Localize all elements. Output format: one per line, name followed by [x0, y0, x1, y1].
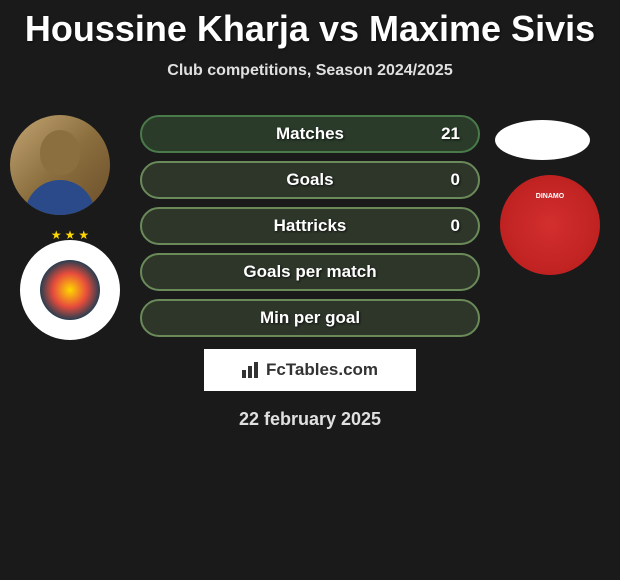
stat-bars: Matches 21 Goals 0 Hattricks 0 Goals per… — [140, 115, 480, 337]
stat-label: Hattricks — [274, 216, 347, 236]
stat-bar-min-per-goal: Min per goal — [140, 299, 480, 337]
stat-bar-goals-per-match: Goals per match — [140, 253, 480, 291]
club-crest-right: DINAMO — [515, 190, 585, 260]
stat-bar-hattricks: Hattricks 0 — [140, 207, 480, 245]
club-badge-text: DINAMO — [536, 193, 564, 200]
subtitle: Club competitions, Season 2024/2025 — [0, 62, 620, 80]
club-badge-right: DINAMO — [500, 175, 600, 275]
star-icon: ★ — [78, 228, 89, 242]
stat-value: 0 — [451, 170, 460, 190]
player-photo-right — [495, 120, 590, 160]
player-jersey — [25, 180, 95, 215]
club-crest-left — [40, 260, 100, 320]
stat-value: 0 — [451, 216, 460, 236]
stat-value: 21 — [441, 124, 460, 144]
infographic-container: Houssine Kharja vs Maxime Sivis Club com… — [0, 0, 620, 580]
page-title: Houssine Kharja vs Maxime Sivis — [0, 0, 620, 50]
stats-area: ★ ★ ★ DINAMO Matches 21 Goals 0 Hattrick… — [0, 115, 620, 337]
bar-chart-icon — [242, 362, 262, 378]
watermark: FcTables.com — [204, 349, 416, 391]
stat-bar-goals: Goals 0 — [140, 161, 480, 199]
stat-label: Min per goal — [260, 308, 360, 328]
club-stars-icon: ★ ★ ★ — [51, 228, 89, 242]
star-icon: ★ — [51, 228, 62, 242]
stat-label: Matches — [276, 124, 344, 144]
date-label: 22 february 2025 — [0, 409, 620, 430]
bar-icon-segment — [254, 362, 258, 378]
club-badge-left: ★ ★ ★ — [20, 240, 120, 340]
watermark-text: FcTables.com — [266, 360, 378, 380]
star-icon: ★ — [65, 228, 76, 242]
stat-bar-matches: Matches 21 — [140, 115, 480, 153]
stat-label: Goals per match — [243, 262, 376, 282]
player-photo-left — [10, 115, 110, 215]
stat-label: Goals — [286, 170, 333, 190]
